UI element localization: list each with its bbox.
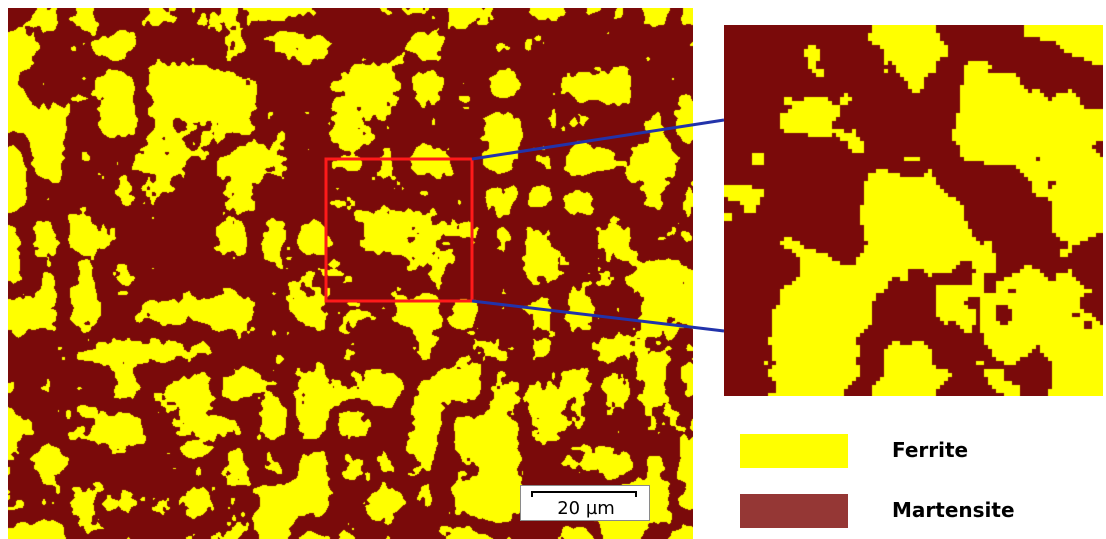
legend-item-martensite: Martensite [740,494,1100,530]
legend-label-martensite: Martensite [892,498,1015,522]
phase-map-main [8,8,693,539]
legend-swatch-ferrite [740,434,848,468]
legend-label-ferrite: Ferrite [892,438,969,462]
scale-bar: 20 µm [520,485,650,521]
scale-bar-label: 20 µm [557,498,615,519]
legend-swatch-martensite [740,494,848,528]
legend-item-ferrite: Ferrite [740,434,1100,470]
phase-map-zoom-inset [724,25,1103,396]
scale-bar-line [531,491,637,497]
